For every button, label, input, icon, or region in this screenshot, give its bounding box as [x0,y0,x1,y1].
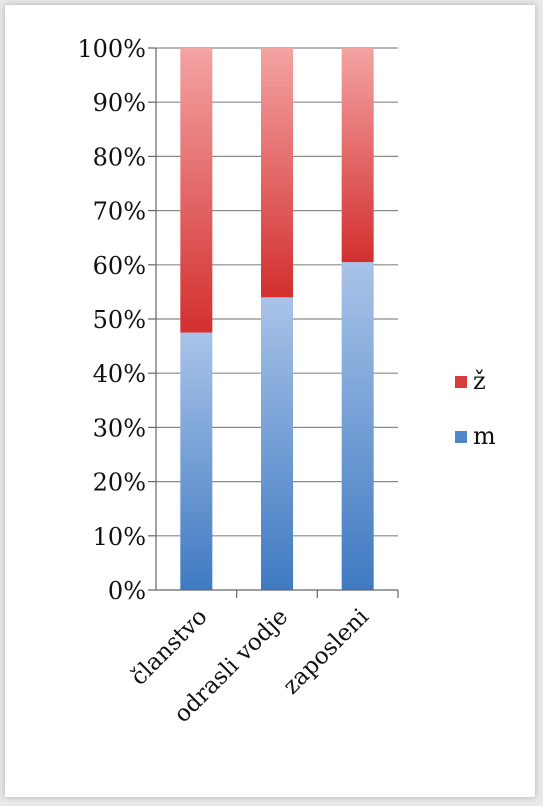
x-category-label: zaposleni [278,604,374,700]
y-tick-label: 0% [108,577,146,605]
legend-swatch [455,431,467,443]
x-category-label: članstvo [126,604,213,691]
y-tick-label: 10% [93,523,146,551]
legend-label: m [473,422,496,450]
y-tick-label: 30% [93,414,146,442]
bar-z [180,48,213,333]
legend-label: ž [473,367,486,395]
bar-m [341,262,374,590]
bar-z [261,48,293,298]
bar-z [341,48,374,263]
legend: žm [455,367,496,450]
y-tick-label: 90% [93,89,146,117]
y-tick-label: 80% [93,143,146,171]
y-tick-label: 20% [93,469,146,497]
y-tick-label: 50% [93,306,146,334]
y-tick-label: 70% [93,198,146,226]
bar-m [261,297,293,590]
y-tick-label: 40% [93,360,146,388]
legend-swatch [455,376,467,388]
bars [180,48,374,590]
bar-m [180,332,213,590]
y-tick-label: 100% [77,35,146,63]
y-tick-label: 60% [93,252,146,280]
labels: 0% 10% 20% 30% 40% 50% 60% 70% 80% 90% 100% članstv… [77,35,374,728]
axes [148,47,399,598]
